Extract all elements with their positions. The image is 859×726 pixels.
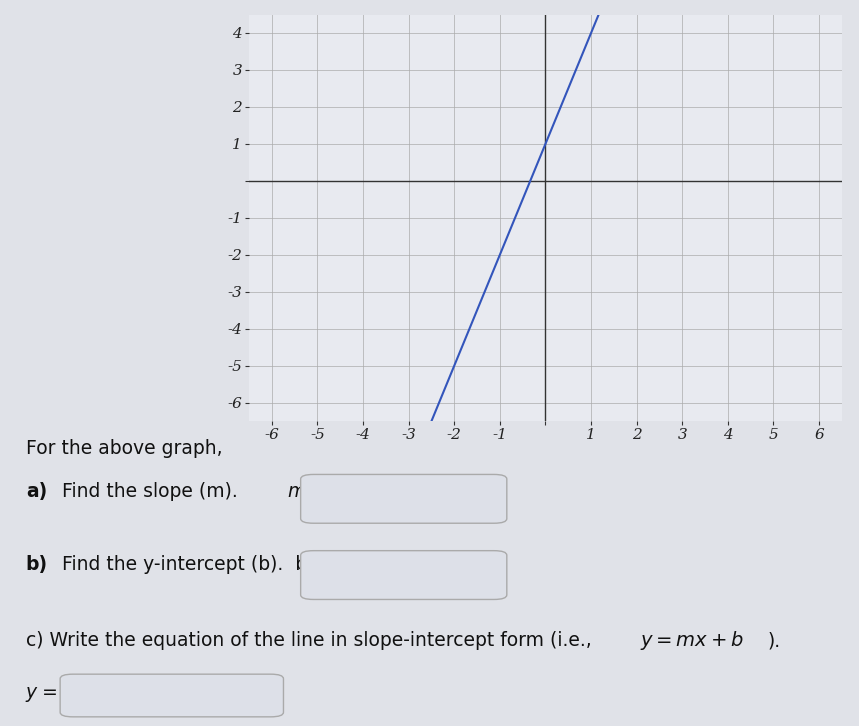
- Text: Find the y-intercept (b).  b =: Find the y-intercept (b). b =: [56, 555, 329, 574]
- Text: y =: y =: [26, 683, 58, 702]
- Text: $y = mx + b$: $y = mx + b$: [640, 629, 744, 652]
- Text: c) Write the equation of the line in slope-intercept form (i.e.,: c) Write the equation of the line in slo…: [26, 631, 598, 650]
- Text: For the above graph,: For the above graph,: [26, 439, 222, 458]
- Text: ).: ).: [767, 631, 780, 650]
- Text: b): b): [26, 555, 48, 574]
- Text: a): a): [26, 482, 47, 501]
- FancyBboxPatch shape: [301, 475, 507, 523]
- Text: m =: m =: [288, 482, 328, 501]
- FancyBboxPatch shape: [301, 550, 507, 600]
- Text: Find the slope (m).: Find the slope (m).: [56, 482, 238, 501]
- FancyBboxPatch shape: [60, 674, 283, 717]
